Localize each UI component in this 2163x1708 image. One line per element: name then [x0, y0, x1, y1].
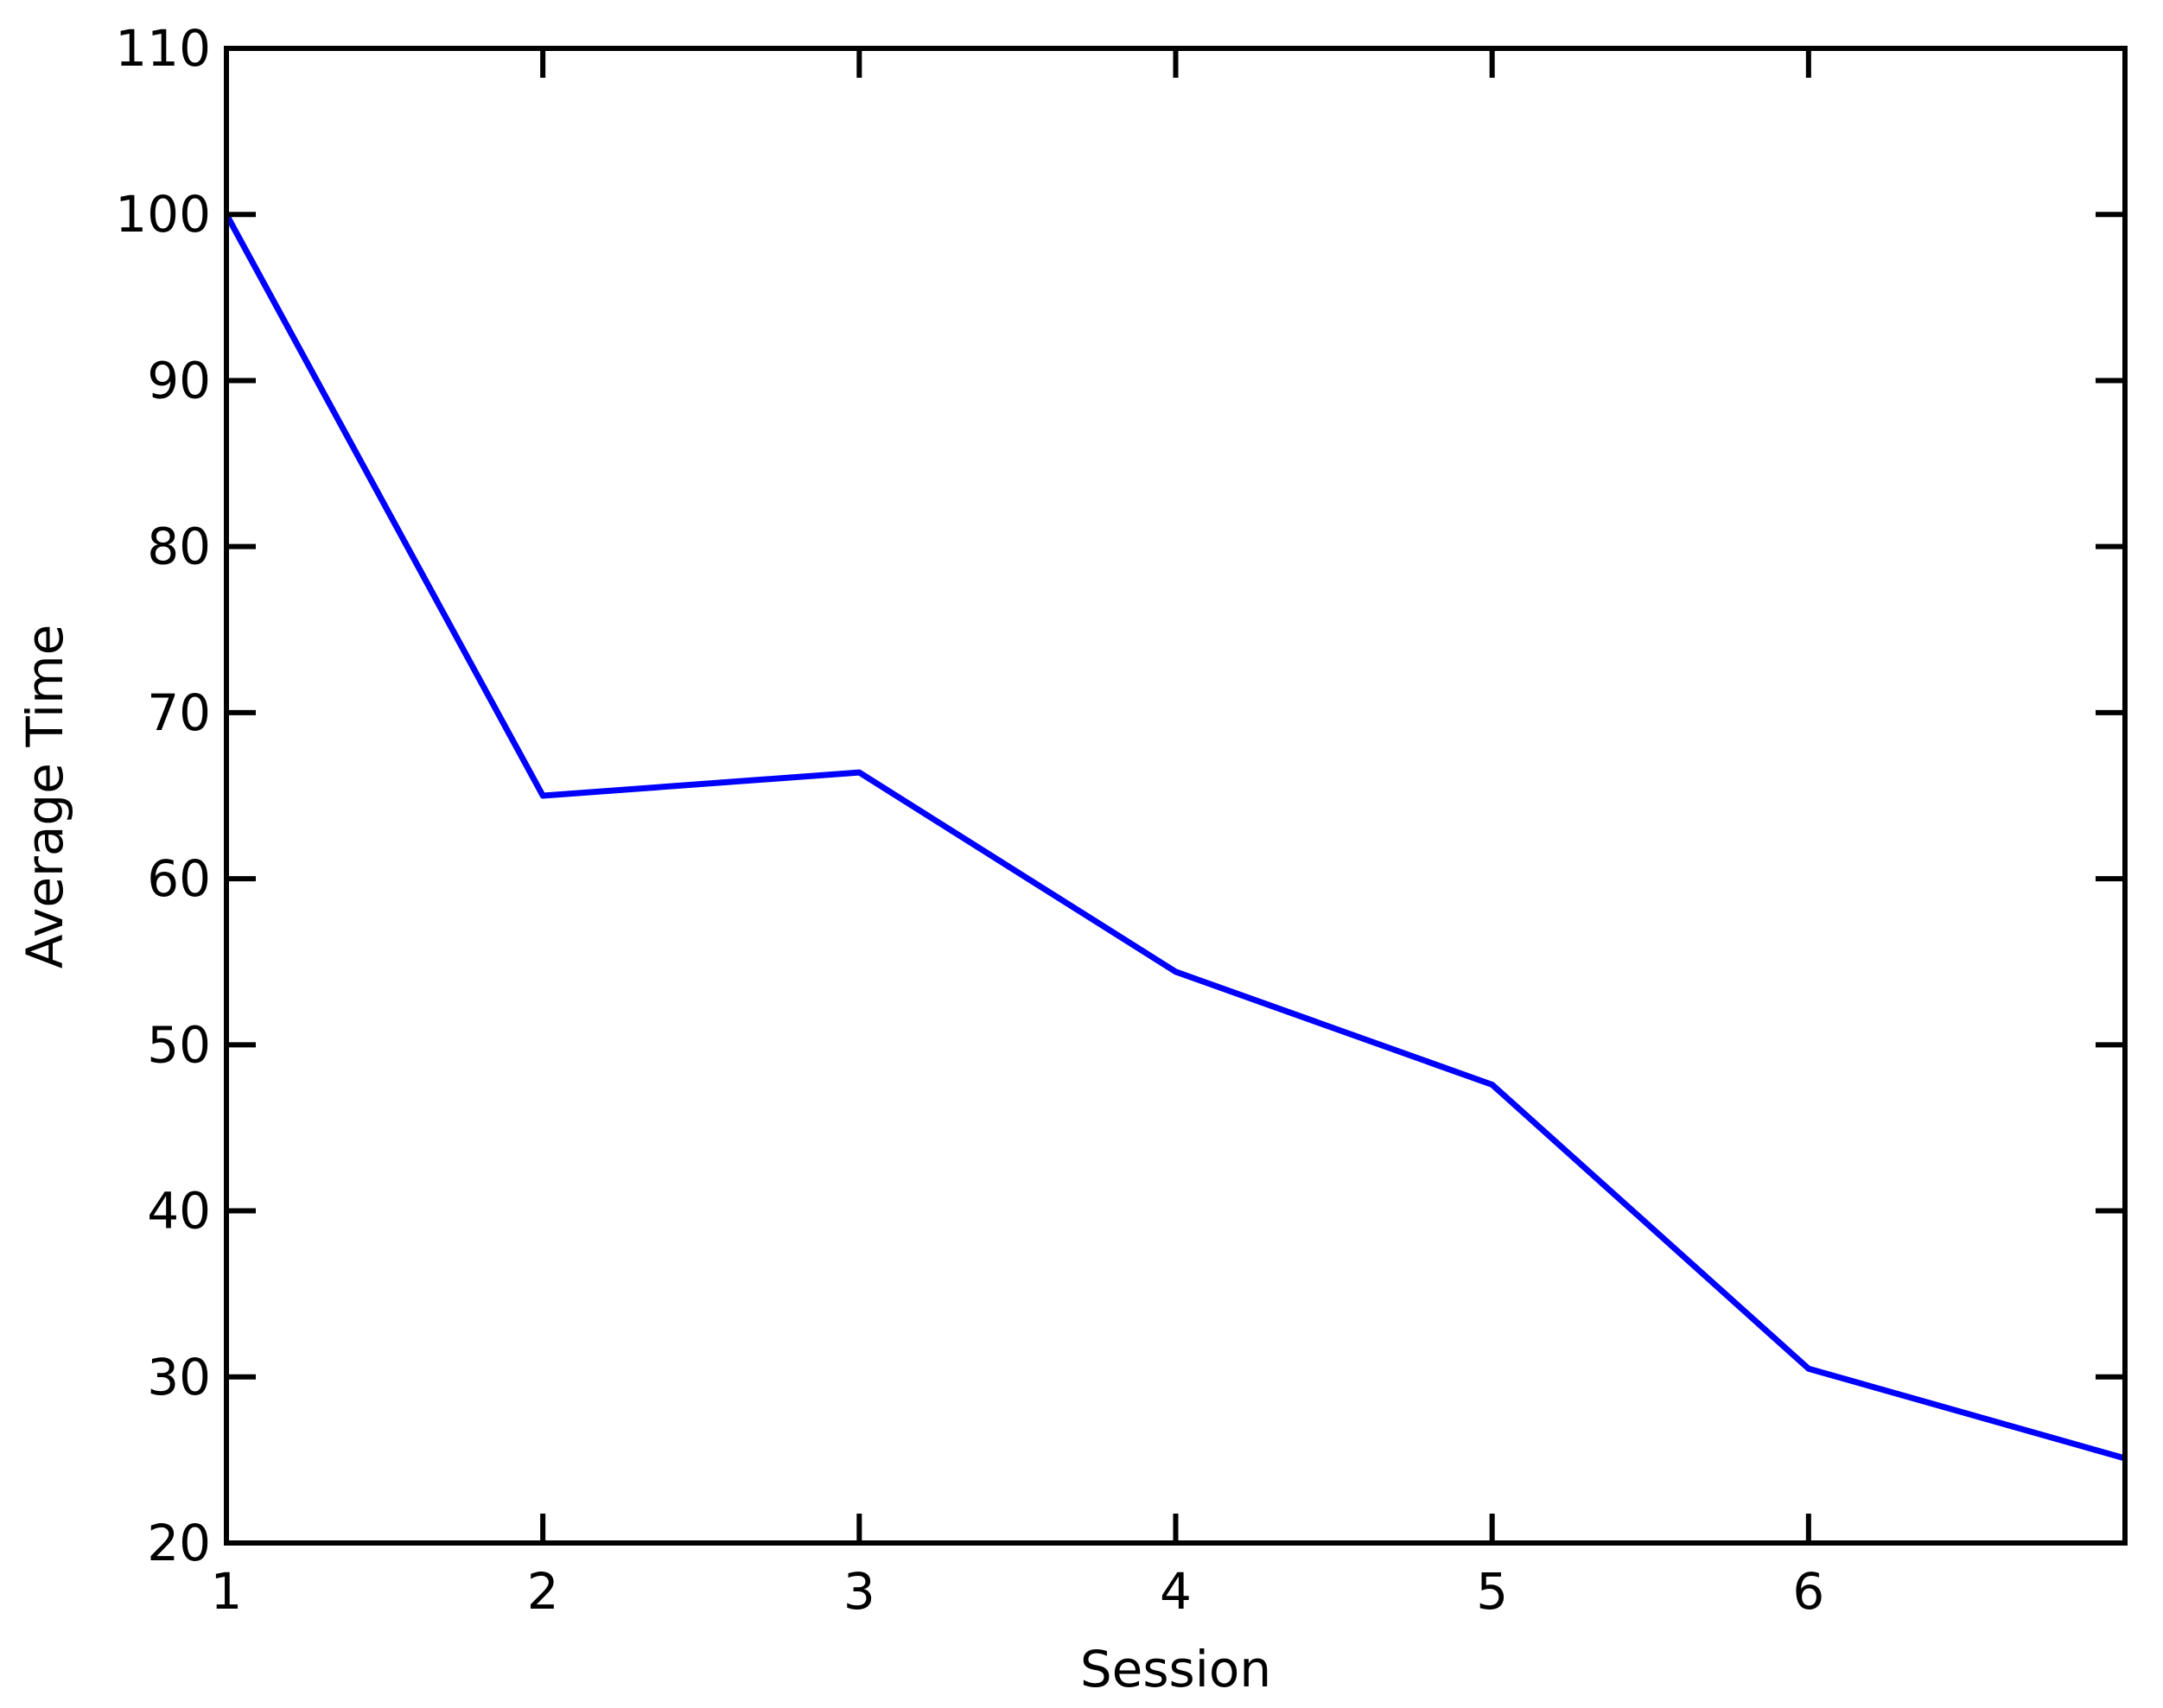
y-tick-label: 20 — [147, 1514, 211, 1572]
y-tick-label: 30 — [147, 1348, 211, 1406]
y-tick-label: 70 — [147, 683, 211, 742]
series-line-1 — [223, 213, 2126, 1462]
ticks-layer — [224, 46, 2125, 1546]
y-tick-label: 90 — [147, 351, 211, 410]
x-tick-label: 1 — [211, 1562, 243, 1621]
x-tick-label: 2 — [527, 1562, 559, 1621]
y-tick-label: 60 — [147, 849, 211, 908]
x-tick-label: 4 — [1160, 1562, 1192, 1621]
y-tick-label: 100 — [115, 185, 211, 244]
y-tick-label: 40 — [147, 1182, 211, 1241]
x-tick-label: 5 — [1476, 1562, 1508, 1621]
x-tick-label: 6 — [1792, 1562, 1824, 1621]
y-tick-label: 50 — [147, 1015, 211, 1074]
y-tick-label: 80 — [147, 517, 211, 576]
y-axis-label: Average Time — [16, 625, 74, 969]
x-tick-label: 3 — [843, 1562, 875, 1621]
y-tick-label: 110 — [115, 19, 211, 78]
plot-frame — [224, 46, 2128, 1546]
x-axis-label: Session — [1080, 1640, 1271, 1698]
tick-labels: 1 2 3 4 5 6 20 30 40 50 60 70 80 90 100 110 — [115, 19, 1824, 1621]
series-layer — [223, 213, 2126, 1462]
